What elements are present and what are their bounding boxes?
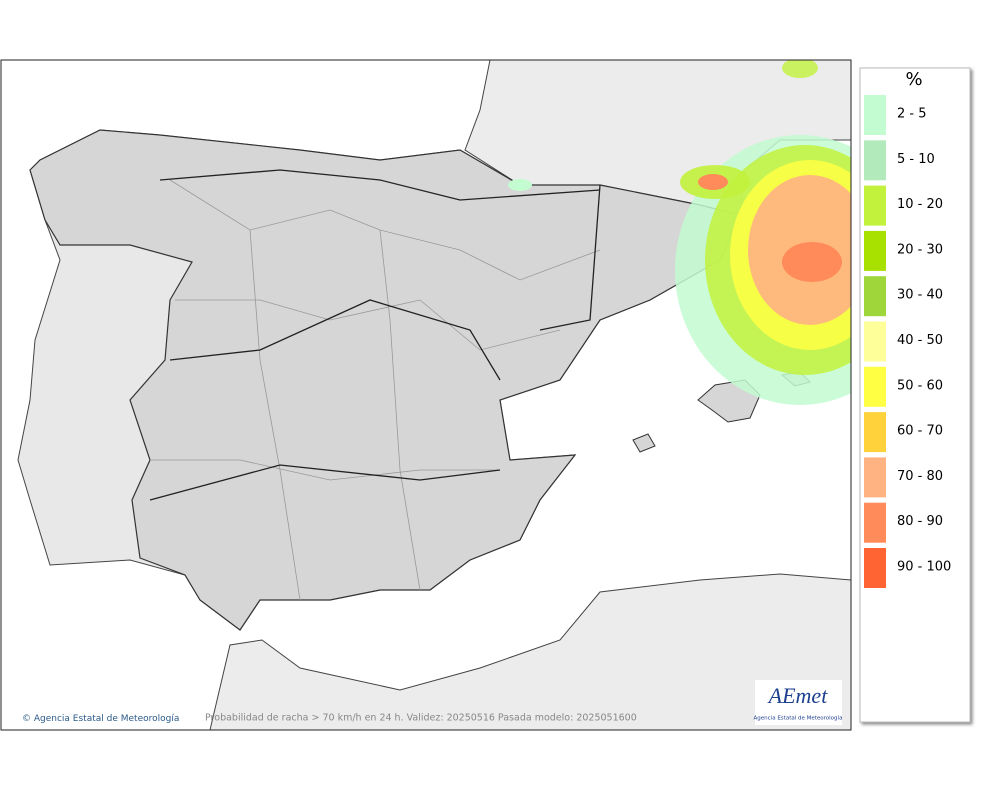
legend-label: 90 - 100 [897, 560, 951, 575]
legend-swatch [864, 276, 886, 317]
legend-swatch [864, 548, 886, 588]
probability-field [508, 60, 851, 405]
map-frame [0, 59, 852, 731]
legend-label: 80 - 90 [897, 514, 943, 529]
provinces [150, 179, 601, 601]
legend-label: 70 - 80 [897, 469, 943, 484]
legend-title: % [905, 69, 922, 90]
legend: % 2 - 5 5 - 10 10 - 20 20 - 30 30 - 40 40 - 5… [859, 67, 971, 723]
africa [209, 573, 851, 730]
map: © Agencia Estatal de Meteorología Probab… [1, 60, 851, 730]
legend-label: 2 - 5 [897, 107, 927, 122]
caption: Probabilidad de racha > 70 km/h en 24 h.… [205, 713, 637, 724]
ibiza [632, 433, 656, 453]
logo-mark: AEmet [767, 683, 829, 708]
legend-label: 5 - 10 [897, 152, 935, 167]
legend-label: 10 - 20 [897, 197, 943, 212]
legend-swatch [864, 502, 886, 543]
logo-box [755, 680, 842, 725]
regions [149, 169, 601, 501]
legend-label: 20 - 30 [897, 242, 943, 257]
spain [29, 129, 741, 631]
legend-swatch [864, 95, 886, 135]
legend-label: 50 - 60 [897, 378, 943, 393]
credit: © Agencia Estatal de Meteorología [22, 714, 179, 724]
legend-swatch [864, 457, 886, 498]
legend-label: 30 - 40 [897, 288, 943, 303]
legend-swatch [864, 412, 886, 453]
logo-subtitle: Agencia Estatal de Meteorología [754, 715, 843, 722]
legend-swatch [864, 321, 886, 362]
legend-swatch [864, 140, 886, 181]
legend-label: 60 - 70 [897, 424, 943, 439]
legend-swatch [864, 185, 886, 226]
legend-label: 40 - 50 [897, 333, 943, 348]
legend-swatch [864, 230, 886, 271]
legend-swatch [864, 366, 886, 407]
